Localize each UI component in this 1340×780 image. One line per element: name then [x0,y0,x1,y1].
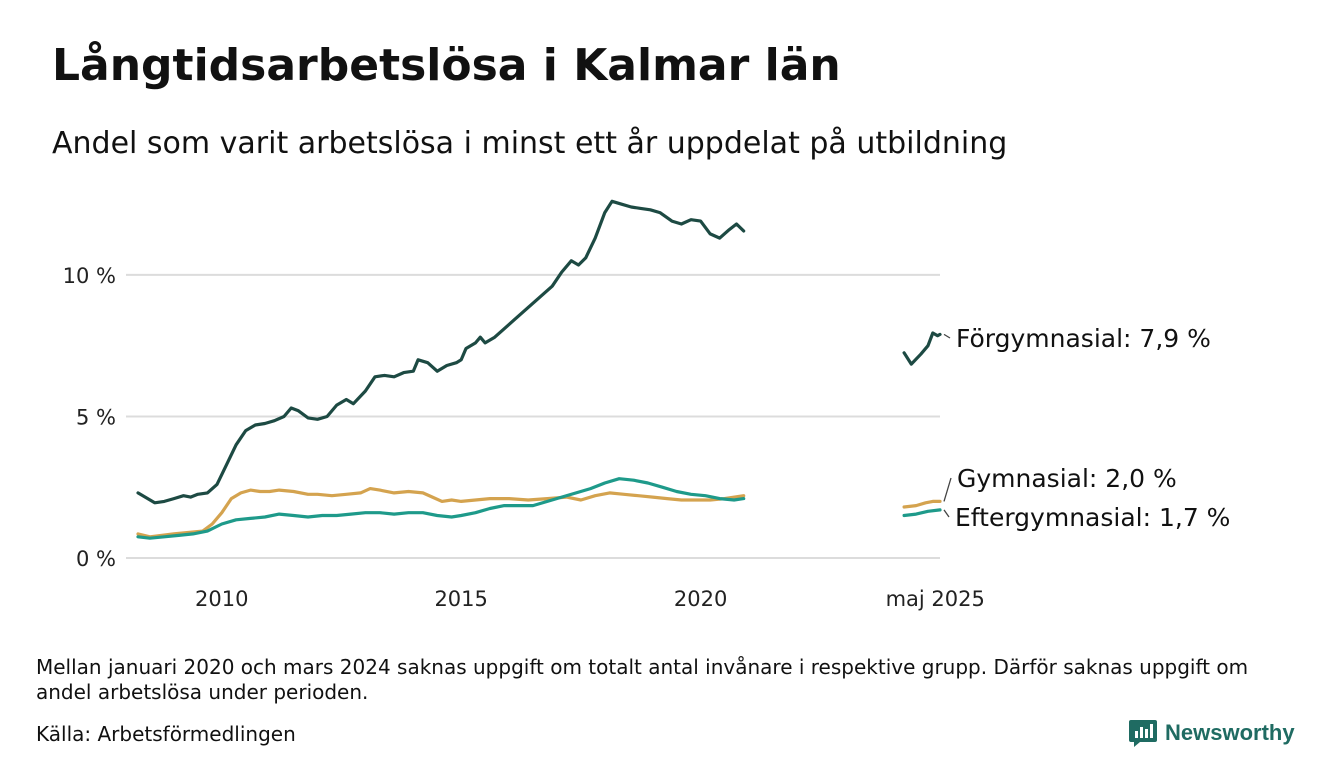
y-tick-label: 0 % [76,547,116,571]
y-tick-label: 10 % [63,264,116,288]
series-label-eftergymnasial: Eftergymnasial: 1,7 % [955,503,1230,532]
series-line-forgymnasial-0 [136,199,746,505]
bar-chart-speech-bubble-icon [1128,718,1158,748]
x-tick-label: 2010 [195,587,248,611]
series-line-eftergymnasial-1 [902,508,942,518]
chart-title: Långtidsarbetslösa i Kalmar län [52,40,841,91]
line-chart: 0 % 5 % 10 % 2010 2015 2020 maj 2025 Förgymnasi… [63,199,1230,611]
series-label-gymnasial: Gymnasial: 2,0 % [957,464,1177,493]
x-tick-label: 2020 [674,587,727,611]
chart-subtitle: Andel som varit arbetslösa i minst ett å… [52,126,1008,161]
series-line-eftergymnasial-0 [136,477,746,540]
x-tick-label: 2015 [434,587,487,611]
brand-name: Newsworthy [1165,720,1295,745]
leader-line-gymnasial [943,477,952,502]
brand-logo: Newsworthy [1128,718,1295,748]
leader-line-forgymnasial [943,333,951,339]
y-tick-label: 5 % [76,405,116,429]
leader-line-eftergymnasial [943,509,950,518]
series-line-gymnasial-1 [902,499,942,509]
source-label: Källa: Arbetsförmedlingen [36,722,296,746]
series-line-forgymnasial-1 [902,331,942,366]
chart-note: Mellan januari 2020 och mars 2024 saknas… [36,655,1249,704]
series-label-forgymnasial: Förgymnasial: 7,9 % [956,324,1211,353]
x-tick-label: maj 2025 [886,587,985,611]
series-line-gymnasial-0 [136,487,746,539]
